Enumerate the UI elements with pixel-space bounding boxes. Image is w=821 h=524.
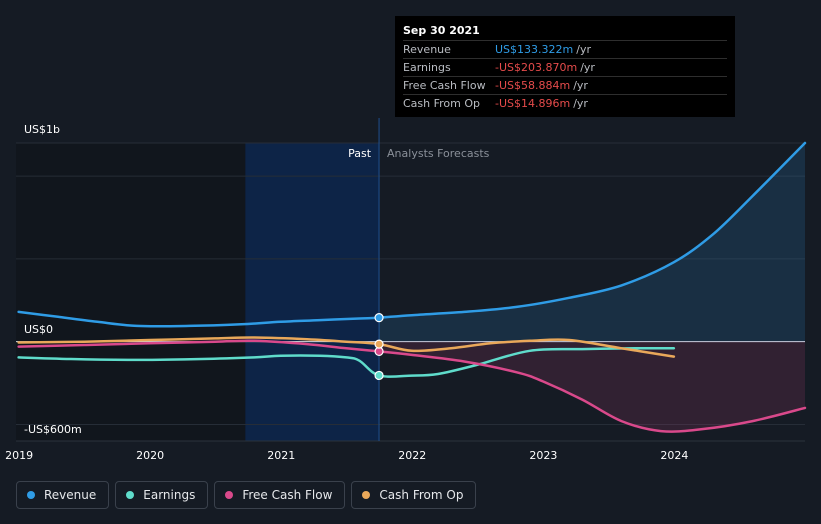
free-cash-flow-forecast-area (379, 341, 805, 432)
forecast-label: Analysts Forecasts (387, 147, 490, 160)
legend-item-revenue[interactable]: Revenue (16, 481, 110, 509)
legend: Revenue Earnings Free Cash Flow Cash Fro… (16, 481, 477, 509)
tooltip-row-revenue: Revenue US$133.322m /yr (403, 40, 727, 58)
tooltip-unit: /yr (576, 43, 591, 56)
cash-from-op-marker (374, 339, 384, 349)
x-tick-label: 2023 (529, 449, 557, 462)
revenue-forecast-area (379, 143, 805, 342)
y-label-zero: US$0 (24, 323, 53, 336)
tooltip: Sep 30 2021 Revenue US$133.322m /yr Earn… (395, 16, 735, 117)
legend-item-cash-from-op[interactable]: Cash From Op (351, 481, 477, 509)
tooltip-label: Cash From Op (403, 97, 481, 110)
x-tick-label: 2020 (136, 449, 164, 462)
tooltip-row-cash-from-op: Cash From Op -US$14.896m /yr (403, 94, 727, 112)
tooltip-value: US$133.322m (495, 43, 574, 56)
tooltip-row-earnings: Earnings -US$203.870m /yr (403, 58, 727, 76)
y-label-top: US$1b (24, 123, 60, 136)
tooltip-value: -US$203.870m (495, 61, 578, 74)
tooltip-unit: /yr (580, 61, 595, 74)
earnings-dot-icon (126, 491, 135, 499)
y-label-bottom: -US$600m (24, 423, 82, 436)
free-cash-flow-dot-icon (225, 491, 234, 499)
x-tick-label: 2019 (5, 449, 33, 462)
highlight-region (245, 143, 380, 441)
revenue-marker (374, 313, 384, 323)
legend-label: Cash From Op (379, 488, 464, 502)
legend-label: Revenue (44, 488, 97, 502)
tooltip-label: Free Cash Flow (403, 79, 486, 92)
legend-label: Free Cash Flow (242, 488, 333, 502)
tooltip-row-free-cash-flow: Free Cash Flow -US$58.884m /yr (403, 76, 727, 94)
earnings-line (17, 347, 676, 378)
revenue-dot-icon (27, 491, 35, 499)
tooltip-date: Sep 30 2021 (403, 24, 480, 37)
tooltip-unit: /yr (573, 79, 588, 92)
past-region (16, 143, 246, 441)
tooltip-label: Revenue (403, 43, 451, 56)
x-tick-label: 2024 (660, 449, 688, 462)
free-cash-flow-line (17, 339, 807, 433)
legend-label: Earnings (143, 488, 196, 502)
legend-item-free-cash-flow[interactable]: Free Cash Flow (214, 481, 346, 509)
earnings-marker (374, 370, 384, 381)
x-tick-label: 2022 (398, 449, 426, 462)
cash-from-op-dot-icon (362, 491, 371, 499)
tooltip-label: Earnings (403, 61, 451, 74)
past-label: Past (348, 147, 372, 160)
x-tick-label: 2021 (267, 449, 295, 462)
tooltip-unit: /yr (573, 97, 588, 110)
legend-item-earnings[interactable]: Earnings (115, 481, 209, 509)
tooltip-value: -US$14.896m (495, 97, 571, 110)
tooltip-value: -US$58.884m (495, 79, 571, 92)
